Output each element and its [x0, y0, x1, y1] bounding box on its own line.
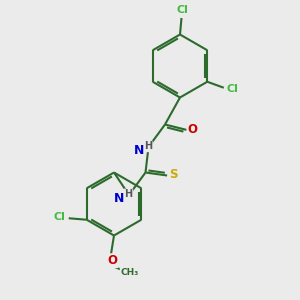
Text: O: O	[188, 123, 198, 136]
Text: H: H	[124, 189, 133, 200]
Text: CH₃: CH₃	[121, 268, 139, 277]
Text: H: H	[144, 141, 152, 152]
Text: Cl: Cl	[54, 212, 66, 222]
Text: N: N	[114, 191, 124, 205]
Text: N: N	[134, 143, 144, 157]
Text: O: O	[107, 254, 118, 267]
Text: Cl: Cl	[226, 84, 238, 94]
Text: Cl: Cl	[176, 4, 188, 15]
Text: S: S	[169, 168, 178, 182]
